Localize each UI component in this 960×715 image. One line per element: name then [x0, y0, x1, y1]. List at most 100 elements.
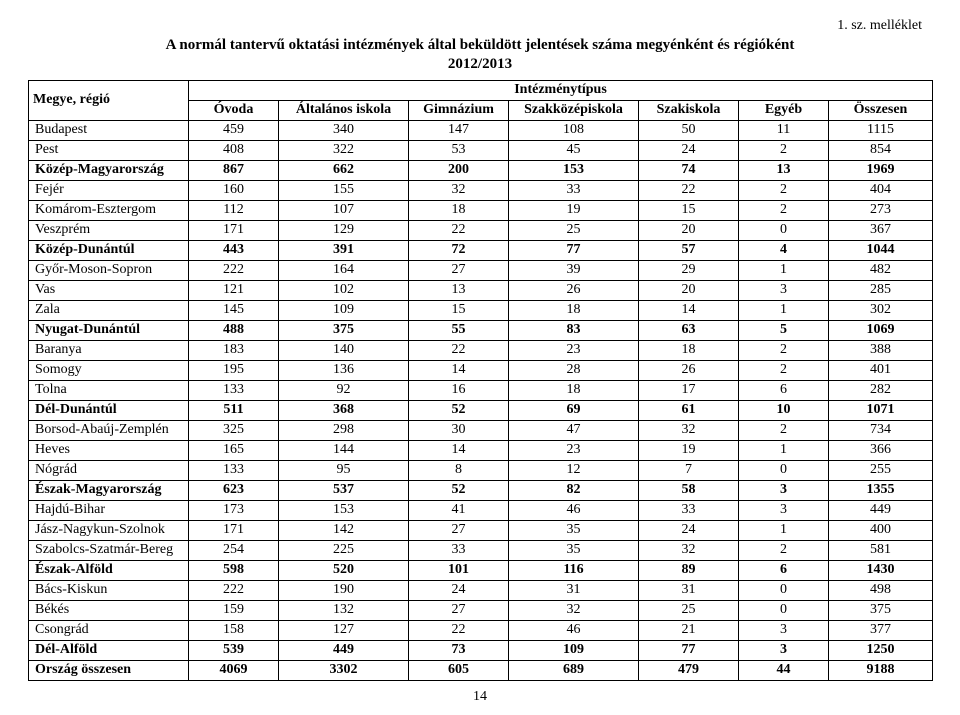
row-value: 41	[409, 500, 509, 520]
row-value: 2	[739, 340, 829, 360]
table-row: Győr-Moson-Sopron2221642739291482	[29, 260, 933, 280]
row-name: Bács-Kiskun	[29, 580, 189, 600]
table-row: Vas1211021326203285	[29, 280, 933, 300]
row-value: 92	[279, 380, 409, 400]
row-value: 3	[739, 280, 829, 300]
row-value: 1044	[829, 240, 933, 260]
row-name: Nyugat-Dunántúl	[29, 320, 189, 340]
row-value: 13	[409, 280, 509, 300]
row-name: Komárom-Esztergom	[29, 200, 189, 220]
row-value: 44	[739, 660, 829, 680]
row-value: 1250	[829, 640, 933, 660]
row-value: 32	[639, 540, 739, 560]
row-name: Csongrád	[29, 620, 189, 640]
row-value: 498	[829, 580, 933, 600]
row-value: 3	[739, 620, 829, 640]
row-value: 0	[739, 220, 829, 240]
row-value: 222	[189, 580, 279, 600]
row-value: 28	[509, 360, 639, 380]
row-value: 3	[739, 640, 829, 660]
row-value: 9188	[829, 660, 933, 680]
row-value: 366	[829, 440, 933, 460]
row-value: 46	[509, 500, 639, 520]
row-value: 689	[509, 660, 639, 680]
header-rowhead: Megye, régió	[29, 80, 189, 120]
row-value: 662	[279, 160, 409, 180]
row-name: Fejér	[29, 180, 189, 200]
row-name: Békés	[29, 600, 189, 620]
row-value: 254	[189, 540, 279, 560]
row-name: Baranya	[29, 340, 189, 360]
row-value: 7	[639, 460, 739, 480]
row-name: Közép-Dunántúl	[29, 240, 189, 260]
row-value: 377	[829, 620, 933, 640]
row-value: 63	[639, 320, 739, 340]
row-value: 89	[639, 560, 739, 580]
row-name: Heves	[29, 440, 189, 460]
row-name: Pest	[29, 140, 189, 160]
row-value: 22	[409, 340, 509, 360]
row-value: 0	[739, 460, 829, 480]
row-name: Hajdú-Bihar	[29, 500, 189, 520]
row-value: 23	[509, 440, 639, 460]
table-row: Fejér1601553233222404	[29, 180, 933, 200]
table-row: Ország összesen40693302605689479449188	[29, 660, 933, 680]
row-value: 32	[639, 420, 739, 440]
row-value: 24	[409, 580, 509, 600]
row-value: 222	[189, 260, 279, 280]
row-value: 19	[639, 440, 739, 460]
row-value: 32	[509, 600, 639, 620]
row-value: 1	[739, 440, 829, 460]
row-value: 1969	[829, 160, 933, 180]
table-row: Borsod-Abaúj-Zemplén3252983047322734	[29, 420, 933, 440]
row-value: 52	[409, 400, 509, 420]
row-value: 102	[279, 280, 409, 300]
row-value: 12	[509, 460, 639, 480]
row-value: 13	[739, 160, 829, 180]
row-value: 520	[279, 560, 409, 580]
row-value: 52	[409, 480, 509, 500]
table-row: Közép-Dunántúl44339172775741044	[29, 240, 933, 260]
row-value: 20	[639, 280, 739, 300]
row-value: 449	[279, 640, 409, 660]
row-value: 136	[279, 360, 409, 380]
row-value: 2	[739, 540, 829, 560]
row-value: 116	[509, 560, 639, 580]
row-value: 20	[639, 220, 739, 240]
row-value: 24	[639, 140, 739, 160]
row-value: 183	[189, 340, 279, 360]
table-body: Budapest45934014710850111115Pest40832253…	[29, 120, 933, 680]
row-value: 2	[739, 140, 829, 160]
row-value: 302	[829, 300, 933, 320]
row-value: 121	[189, 280, 279, 300]
row-value: 479	[639, 660, 739, 680]
row-value: 165	[189, 440, 279, 460]
row-name: Jász-Nagykun-Szolnok	[29, 520, 189, 540]
row-value: 82	[509, 480, 639, 500]
row-value: 734	[829, 420, 933, 440]
row-value: 18	[509, 380, 639, 400]
row-value: 147	[409, 120, 509, 140]
row-value: 72	[409, 240, 509, 260]
row-value: 605	[409, 660, 509, 680]
row-value: 129	[279, 220, 409, 240]
page-title: A normál tantervű oktatási intézmények á…	[28, 36, 932, 74]
row-value: 623	[189, 480, 279, 500]
table-row: Csongrád1581272246213377	[29, 620, 933, 640]
row-value: 298	[279, 420, 409, 440]
row-value: 25	[639, 600, 739, 620]
row-value: 164	[279, 260, 409, 280]
header-col-0: Óvoda	[189, 100, 279, 120]
row-name: Veszprém	[29, 220, 189, 240]
table-row: Nyugat-Dunántúl48837555836351069	[29, 320, 933, 340]
row-value: 18	[639, 340, 739, 360]
row-name: Észak-Magyarország	[29, 480, 189, 500]
row-value: 225	[279, 540, 409, 560]
row-value: 108	[509, 120, 639, 140]
row-value: 282	[829, 380, 933, 400]
row-value: 107	[279, 200, 409, 220]
row-value: 340	[279, 120, 409, 140]
row-value: 14	[639, 300, 739, 320]
row-value: 132	[279, 600, 409, 620]
header-col-3: Szakközépiskola	[509, 100, 639, 120]
